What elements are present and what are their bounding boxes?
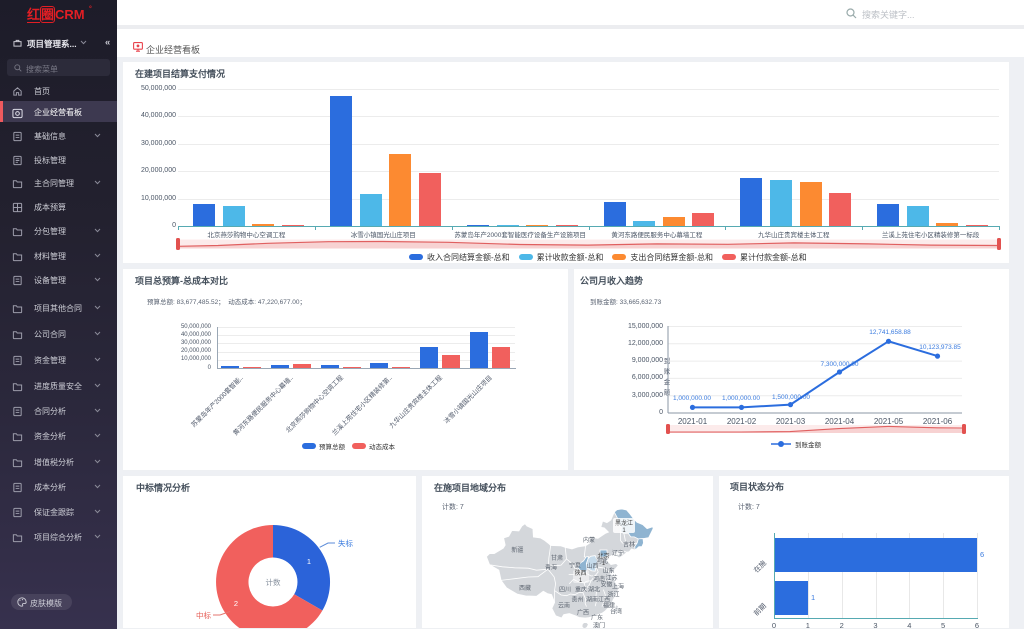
svg-text:福建: 福建 — [603, 602, 615, 610]
svg-text:新疆: 新疆 — [511, 546, 523, 554]
svg-text:黑龙江: 黑龙江 — [615, 519, 633, 527]
svg-text:江西: 江西 — [598, 597, 610, 604]
svg-text:1: 1 — [579, 578, 583, 584]
svg-text:内蒙: 内蒙 — [583, 536, 595, 544]
svg-text:台湾: 台湾 — [610, 608, 622, 616]
svg-text:广西: 广西 — [577, 609, 589, 617]
svg-text:1: 1 — [602, 561, 606, 567]
svg-text:北京: 北京 — [597, 552, 609, 560]
svg-text:陕西: 陕西 — [574, 569, 586, 577]
svg-text:1: 1 — [622, 528, 626, 534]
svg-text:计数: 计数 — [266, 577, 281, 587]
svg-text:重庆: 重庆 — [575, 586, 587, 594]
svg-text:安徽: 安徽 — [600, 581, 612, 589]
svg-text:河北: 河北 — [596, 557, 608, 565]
svg-text:浙江: 浙江 — [607, 591, 619, 599]
svg-text:贵州: 贵州 — [571, 596, 583, 604]
svg-text:河南: 河南 — [593, 575, 605, 583]
svg-text:甘肃: 甘肃 — [551, 554, 563, 562]
svg-text:失标: 失标 — [338, 538, 353, 548]
svg-text:青海: 青海 — [545, 564, 557, 572]
svg-text:江苏: 江苏 — [605, 574, 617, 582]
svg-text:山东: 山东 — [602, 567, 614, 575]
svg-text:湖南: 湖南 — [586, 596, 598, 604]
svg-text:辽宁: 辽宁 — [612, 549, 624, 557]
svg-text:澳门: 澳门 — [593, 622, 605, 629]
svg-text:四川: 四川 — [559, 587, 571, 594]
svg-text:山西: 山西 — [586, 562, 598, 570]
svg-text:1: 1 — [307, 557, 311, 566]
svg-text:上海: 上海 — [612, 583, 624, 591]
svg-text:广东: 广东 — [591, 614, 603, 622]
svg-text:2: 2 — [234, 599, 238, 608]
svg-text:西藏: 西藏 — [519, 584, 531, 592]
svg-text:中标: 中标 — [196, 610, 211, 620]
svg-text:吉林: 吉林 — [623, 541, 635, 549]
svg-text:湖北: 湖北 — [588, 586, 600, 594]
svg-text:云南: 云南 — [558, 602, 570, 610]
svg-text:宁夏: 宁夏 — [569, 562, 581, 570]
